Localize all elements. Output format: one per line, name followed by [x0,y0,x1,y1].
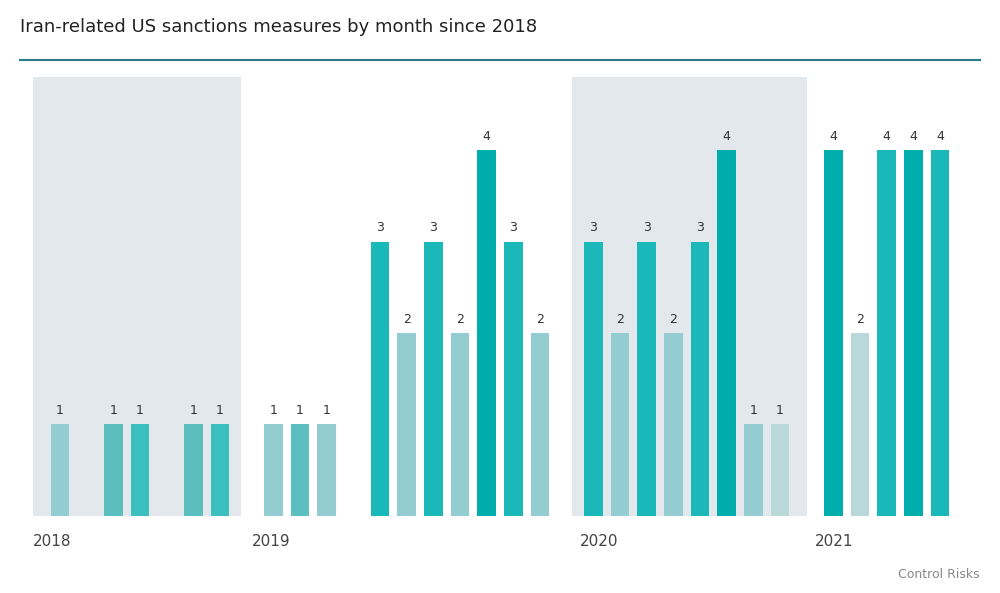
Bar [584,242,603,516]
Bar [264,425,283,516]
Text: Control Risks: Control Risks [898,568,980,581]
Text: 4: 4 [723,130,731,143]
Text: 3: 3 [589,221,597,234]
Bar [771,425,789,516]
Bar [51,425,69,516]
Text: 4: 4 [883,130,891,143]
Text: 1: 1 [109,404,117,417]
Text: 2021: 2021 [815,534,853,549]
Bar [744,425,763,516]
Text: Iran-related US sanctions measures by month since 2018: Iran-related US sanctions measures by mo… [20,18,537,36]
Text: 1: 1 [136,404,144,417]
Bar [904,150,923,516]
Bar [397,333,416,516]
Bar [531,333,549,516]
Bar [664,333,683,516]
Text: 3: 3 [696,221,704,234]
Bar [184,425,203,516]
Bar [33,77,241,516]
Bar [424,242,443,516]
Text: 1: 1 [296,404,304,417]
Bar [504,242,523,516]
Bar [371,242,389,516]
Text: 2020: 2020 [580,534,619,549]
Text: 2: 2 [669,313,677,326]
Bar [131,425,149,516]
Bar [824,150,843,516]
Bar [851,333,869,516]
Bar [572,77,807,516]
Text: 2: 2 [456,313,464,326]
Bar [477,150,496,516]
Text: 1: 1 [189,404,197,417]
Bar [877,150,896,516]
Bar [637,242,656,516]
Text: 1: 1 [776,404,784,417]
Text: 2: 2 [536,313,544,326]
Bar [717,150,736,516]
Text: 2: 2 [616,313,624,326]
Text: 4: 4 [483,130,491,143]
Text: 1: 1 [269,404,277,417]
Text: 2019: 2019 [252,534,291,549]
Text: 2: 2 [403,313,411,326]
Text: 1: 1 [749,404,757,417]
Bar [211,425,229,516]
Text: 1: 1 [323,404,331,417]
Text: 2018: 2018 [33,534,72,549]
Text: 4: 4 [936,130,944,143]
Bar [317,425,336,516]
Text: 3: 3 [643,221,651,234]
Bar [611,333,629,516]
Bar [291,425,309,516]
Bar [451,333,469,516]
Text: 2: 2 [856,313,864,326]
Text: 4: 4 [829,130,837,143]
Bar [691,242,709,516]
Text: 3: 3 [509,221,517,234]
Bar [104,425,123,516]
Text: 4: 4 [909,130,917,143]
Text: 3: 3 [429,221,437,234]
Text: 3: 3 [376,221,384,234]
Text: 1: 1 [56,404,64,417]
Text: 1: 1 [216,404,224,417]
Bar [931,150,949,516]
